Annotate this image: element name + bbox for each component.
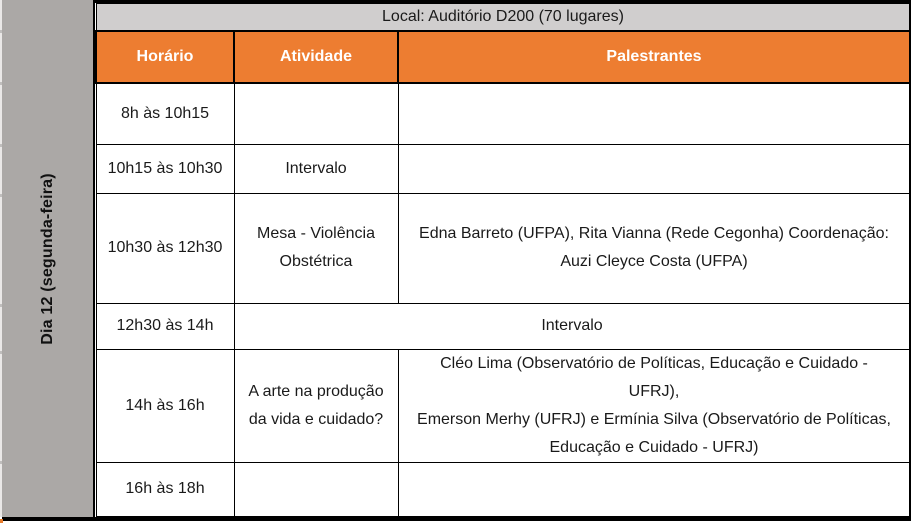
cell-line: 10h15 às 10h30 xyxy=(107,160,223,178)
cell-atividade-2: Intervalo xyxy=(233,144,399,195)
cell-palestrantes-5: Cléo Lima (Observatório de Políticas, Ed… xyxy=(397,348,909,463)
cell-line: Auzi Cleyce Costa (UFPA) xyxy=(560,253,748,271)
column-header-row: Horário Atividade Palestrantes xyxy=(95,30,909,85)
cell-line: Intervalo xyxy=(285,160,347,178)
cell-line: Emerson Merhy (UFRJ) e Ermínia Silva (Ob… xyxy=(417,410,891,428)
cell-line: 8h às 10h15 xyxy=(120,105,210,123)
cell-atividade-1 xyxy=(233,82,399,146)
cell-palestrantes-6 xyxy=(397,461,909,517)
location-row: Local: Auditório D200 (70 lugares) xyxy=(95,3,909,33)
cell-line: 16h às 18h xyxy=(125,480,205,498)
day-label: Dia 12 (segunda-feira) xyxy=(38,172,56,345)
table-bottom-border xyxy=(2,517,911,521)
cell-intervalo-merged: Intervalo xyxy=(233,302,909,350)
table-row: 10h15 às 10h30 Intervalo xyxy=(95,144,909,195)
table-row: 8h às 10h15 xyxy=(95,82,909,146)
cell-line: da vida e cuidado? xyxy=(248,410,384,428)
cell-atividade-6 xyxy=(233,461,399,517)
cell-palestrantes-1 xyxy=(397,82,909,146)
cell-time-3: 10h30 às 12h30 xyxy=(95,193,235,304)
page-edge-strip xyxy=(0,0,2,517)
cell-line: Intervalo xyxy=(541,317,603,335)
cell-atividade-3: Mesa - Violência Obstétrica xyxy=(233,193,399,304)
col-header-horario: Horário xyxy=(95,30,235,85)
location-header: Local: Auditório D200 (70 lugares) xyxy=(95,3,909,33)
cell-time-5: 14h às 16h xyxy=(95,348,235,463)
cell-palestrantes-3: Edna Barreto (UFPA), Rita Vianna (Rede C… xyxy=(397,193,909,304)
cell-time-1: 8h às 10h15 xyxy=(95,82,235,146)
table-row: 10h30 às 12h30 Mesa - Violência Obstétri… xyxy=(95,193,909,304)
cell-palestrantes-2 xyxy=(397,144,909,195)
day-sidebar: Dia 12 (segunda-feira) xyxy=(2,0,93,517)
col-header-atividade: Atividade xyxy=(233,30,399,85)
table-row: 16h às 18h xyxy=(95,461,909,517)
cell-line: A arte na produção xyxy=(248,382,384,400)
cell-line: Mesa - Violência xyxy=(257,225,375,243)
cell-line: 14h às 16h xyxy=(125,396,205,414)
schedule-table: Local: Auditório D200 (70 lugares) Horár… xyxy=(93,0,911,517)
cell-atividade-5: A arte na produção da vida e cuidado? xyxy=(233,348,399,463)
cell-line: Educação e Cuidado - UFRJ) xyxy=(549,438,759,456)
cell-time-2: 10h15 às 10h30 xyxy=(95,144,235,195)
table-row: 12h30 às 14h Intervalo xyxy=(95,302,909,350)
corner-mark xyxy=(0,519,3,523)
cell-line: Cléo Lima (Observatório de Políticas, Ed… xyxy=(440,354,868,400)
col-header-palestrantes: Palestrantes xyxy=(397,30,909,85)
cell-time-4: 12h30 às 14h xyxy=(95,302,235,350)
cell-line: 12h30 às 14h xyxy=(116,317,214,335)
cell-line: Edna Barreto (UFPA), Rita Vianna (Rede C… xyxy=(419,225,889,243)
cell-time-6: 16h às 18h xyxy=(95,461,235,517)
cell-line: Obstétrica xyxy=(279,253,353,271)
cell-line: 10h30 às 12h30 xyxy=(107,239,223,257)
table-row: 14h às 16h A arte na produção da vida e … xyxy=(95,348,909,463)
